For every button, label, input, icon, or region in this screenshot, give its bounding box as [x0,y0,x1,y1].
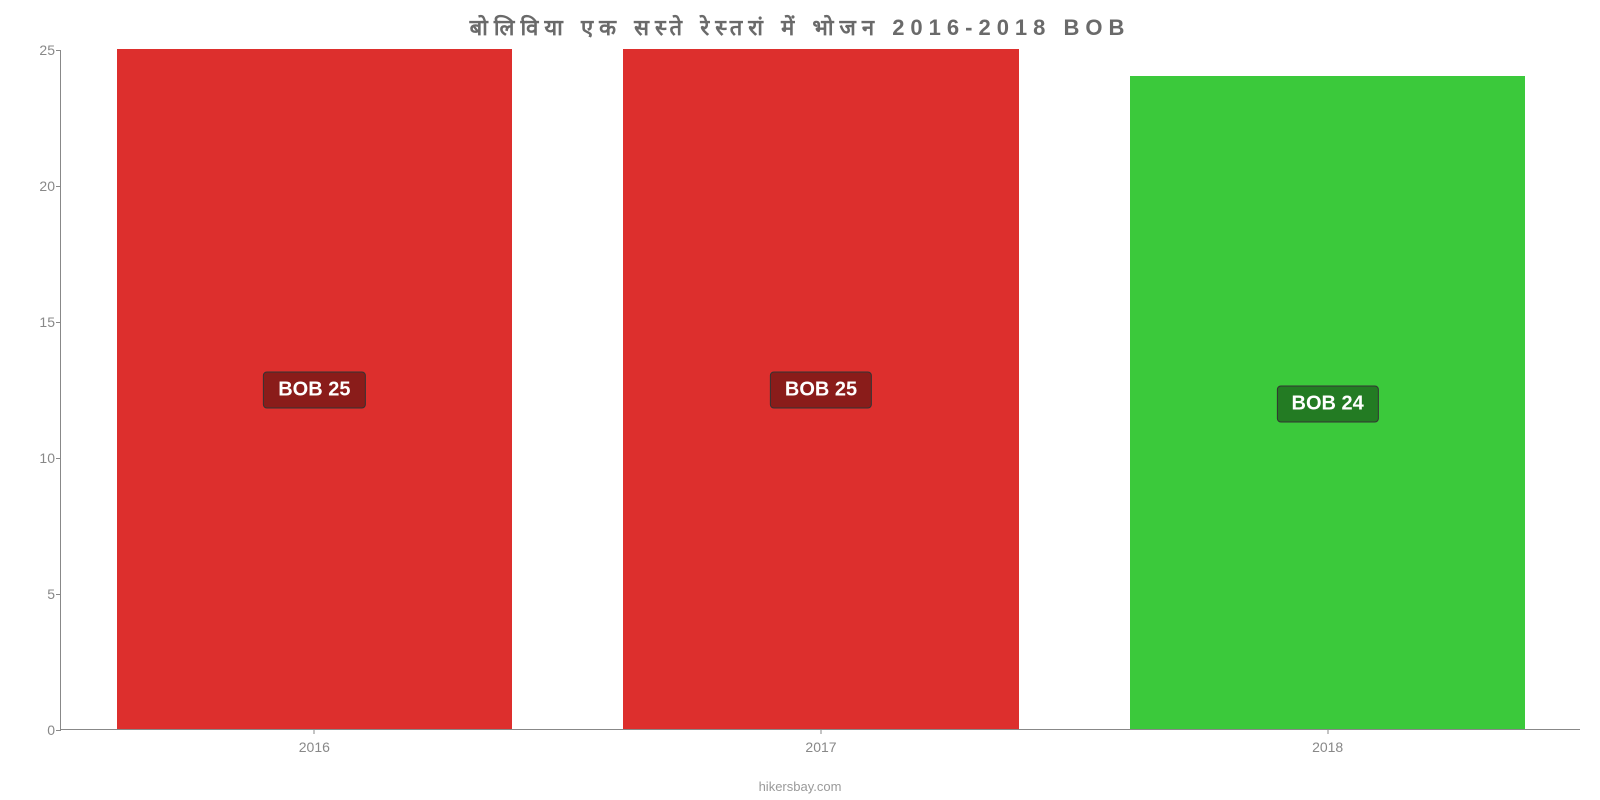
x-axis-tick-label: 2016 [299,739,330,755]
source-label: hikersbay.com [0,779,1600,794]
y-axis-tick-label: 20 [21,178,55,194]
y-axis-tick-label: 10 [21,450,55,466]
chart-container: बोलिविया एक सस्ते रेस्तरां में भोजन 2016… [0,0,1600,800]
y-axis-tick-mark [56,594,61,595]
y-axis-tick-mark [56,458,61,459]
x-axis-tick-mark [1327,729,1328,734]
y-axis-tick-label: 5 [21,586,55,602]
y-axis-tick-mark [56,50,61,51]
y-axis-tick-label: 15 [21,314,55,330]
y-axis-tick-label: 25 [21,42,55,58]
bar-value-label: BOB 25 [770,372,872,409]
y-axis-tick-mark [56,730,61,731]
x-axis-tick-mark [821,729,822,734]
x-axis-tick-mark [314,729,315,734]
chart-title: बोलिविया एक सस्ते रेस्तरां में भोजन 2016… [0,12,1600,42]
y-axis-tick-mark [56,186,61,187]
x-axis-tick-label: 2018 [1312,739,1343,755]
x-axis-tick-label: 2017 [805,739,836,755]
y-axis-tick-label: 0 [21,722,55,738]
plot-area: 0510152025BOB 252016BOB 252017BOB 242018 [60,50,1580,730]
y-axis-tick-mark [56,322,61,323]
bar-value-label: BOB 24 [1277,385,1379,422]
bar-value-label: BOB 25 [263,372,365,409]
